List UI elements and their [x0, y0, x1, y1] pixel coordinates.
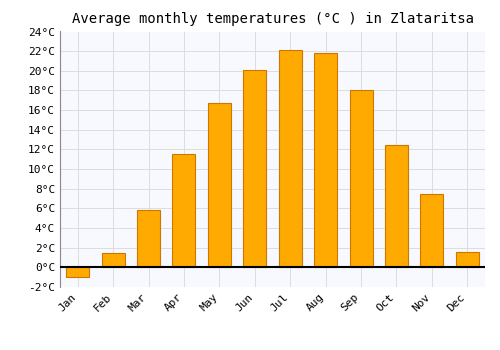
Title: Average monthly temperatures (°C ) in Zlataritsa: Average monthly temperatures (°C ) in Zl…: [72, 12, 473, 26]
Bar: [350, 90, 372, 267]
Bar: [102, 253, 124, 267]
Bar: [244, 70, 266, 267]
Bar: [456, 252, 479, 267]
Bar: [66, 267, 89, 277]
Bar: [208, 103, 231, 267]
Bar: [314, 53, 337, 267]
Bar: [385, 146, 408, 267]
Bar: [278, 50, 301, 267]
Bar: [420, 194, 444, 267]
Bar: [172, 154, 196, 267]
Bar: [137, 210, 160, 267]
